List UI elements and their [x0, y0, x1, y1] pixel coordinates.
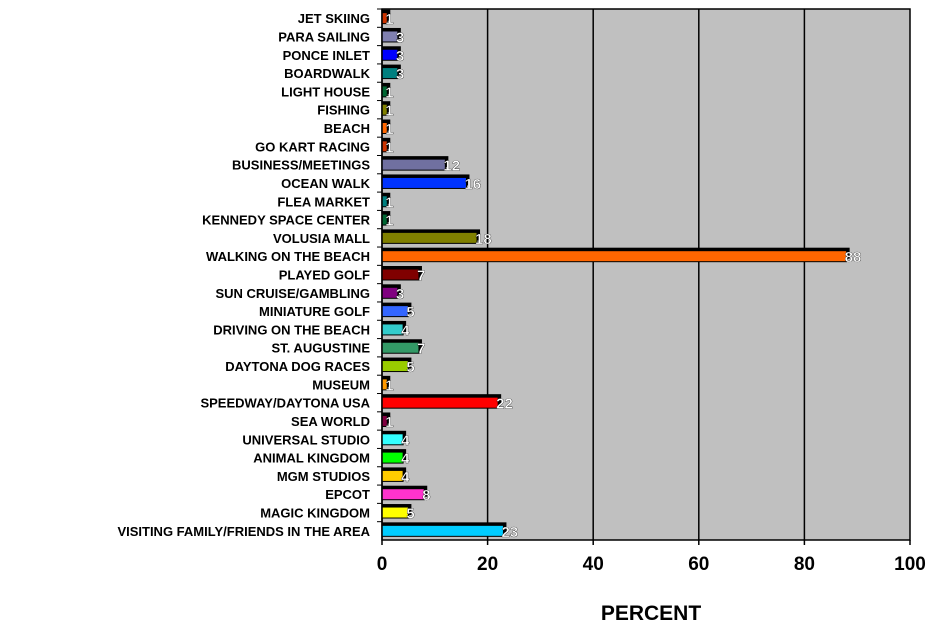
category-label: OCEAN WALK — [281, 176, 370, 191]
data-label: 1 — [385, 194, 393, 211]
data-label: 1 — [385, 414, 393, 431]
data-label: 8 — [422, 487, 430, 504]
bar — [381, 488, 425, 501]
bar — [381, 506, 409, 519]
data-label: 1 — [385, 377, 393, 394]
category-label: ANIMAL KINGDOM — [253, 451, 370, 466]
x-tick-label: 20 — [477, 554, 498, 575]
gridlines — [486, 9, 806, 540]
category-label: PONCE INLET — [283, 48, 370, 63]
bar — [381, 250, 848, 263]
x-tick-label: 40 — [583, 554, 604, 575]
data-label: 4 — [401, 469, 410, 486]
category-label: PARA SAILING — [278, 29, 370, 44]
category-label: MGM STUDIOS — [277, 469, 370, 484]
bar — [381, 268, 420, 281]
category-label: MAGIC KINGDOM — [260, 506, 370, 521]
bar — [381, 524, 504, 537]
data-label: 7 — [417, 268, 425, 285]
category-label: JET SKIING — [298, 11, 370, 26]
data-label: 4 — [401, 432, 410, 449]
data-label: 4 — [401, 322, 410, 339]
data-label: 5 — [406, 506, 414, 523]
data-label: 1 — [385, 103, 393, 120]
category-label: PLAYED GOLF — [279, 268, 370, 283]
plot-area — [381, 8, 911, 541]
data-label: 22 — [496, 396, 513, 413]
category-label: FLEA MARKET — [277, 194, 370, 209]
category-label: BEACH — [324, 121, 370, 136]
category-label: MUSEUM — [312, 377, 370, 392]
category-label: WALKING ON THE BEACH — [206, 249, 370, 264]
category-label: SUN CRUISE/GAMBLING — [215, 286, 370, 301]
category-label: VISITING FAMILY/FRIENDS IN THE AREA — [117, 524, 370, 539]
category-label: FISHING — [317, 103, 370, 118]
x-tick-labels: 0 20 40 60 80 100 — [377, 540, 926, 575]
data-label: 1 — [385, 11, 393, 28]
data-label: 1 — [385, 139, 393, 156]
data-label: 23 — [501, 524, 518, 541]
bar — [381, 360, 409, 373]
bar — [381, 396, 499, 409]
category-label: ST. AUGUSTINE — [272, 341, 371, 356]
data-label: 4 — [401, 451, 410, 468]
data-label: 88 — [845, 249, 862, 266]
category-label: SEA WORLD — [291, 414, 370, 429]
bar — [381, 451, 404, 464]
category-label: MINIATURE GOLF — [259, 304, 370, 319]
data-label: 3 — [396, 286, 404, 303]
category-labels: JET SKIING PARA SAILING PONCE INLET BOARDWA… — [117, 8, 382, 539]
category-label: BUSINESS/MEETINGS — [232, 158, 370, 173]
category-label: DRIVING ON THE BEACH — [213, 322, 370, 337]
data-label: 12 — [443, 158, 460, 175]
x-tick-label: 100 — [894, 554, 926, 575]
category-label: KENNEDY SPACE CENTER — [202, 213, 370, 228]
category-label: LIGHT HOUSE — [281, 84, 370, 99]
bar — [381, 433, 404, 446]
bar — [381, 341, 420, 354]
x-tick-label: 60 — [688, 554, 709, 575]
category-label: BOARDWALK — [284, 66, 371, 81]
x-axis-title: PERCENT — [601, 602, 702, 625]
category-label: UNIVERSAL STUDIO — [242, 432, 370, 447]
x-tick-label: 80 — [794, 554, 815, 575]
bar — [381, 469, 404, 482]
data-label: 5 — [406, 304, 414, 321]
bar — [381, 305, 409, 318]
category-label: SPEEDWAY/DAYTONA USA — [200, 396, 370, 411]
data-label: 1 — [385, 84, 393, 101]
data-label: 16 — [464, 176, 481, 193]
data-label: 3 — [396, 66, 404, 83]
bar — [381, 176, 467, 189]
bar — [381, 158, 446, 171]
data-label: 7 — [417, 341, 425, 358]
data-label: 1 — [385, 213, 393, 230]
x-tick-label: 0 — [377, 554, 388, 575]
category-label: VOLUSIA MALL — [273, 231, 370, 246]
data-label: 5 — [406, 359, 414, 376]
data-label: 3 — [396, 48, 404, 65]
data-label: 18 — [475, 231, 492, 248]
category-label: DAYTONA DOG RACES — [225, 359, 370, 374]
data-label: 1 — [385, 121, 393, 138]
category-label: GO KART RACING — [255, 139, 370, 154]
category-label: EPCOT — [325, 487, 370, 502]
bar — [381, 231, 478, 244]
bar — [381, 323, 404, 336]
data-label: 3 — [396, 29, 404, 46]
